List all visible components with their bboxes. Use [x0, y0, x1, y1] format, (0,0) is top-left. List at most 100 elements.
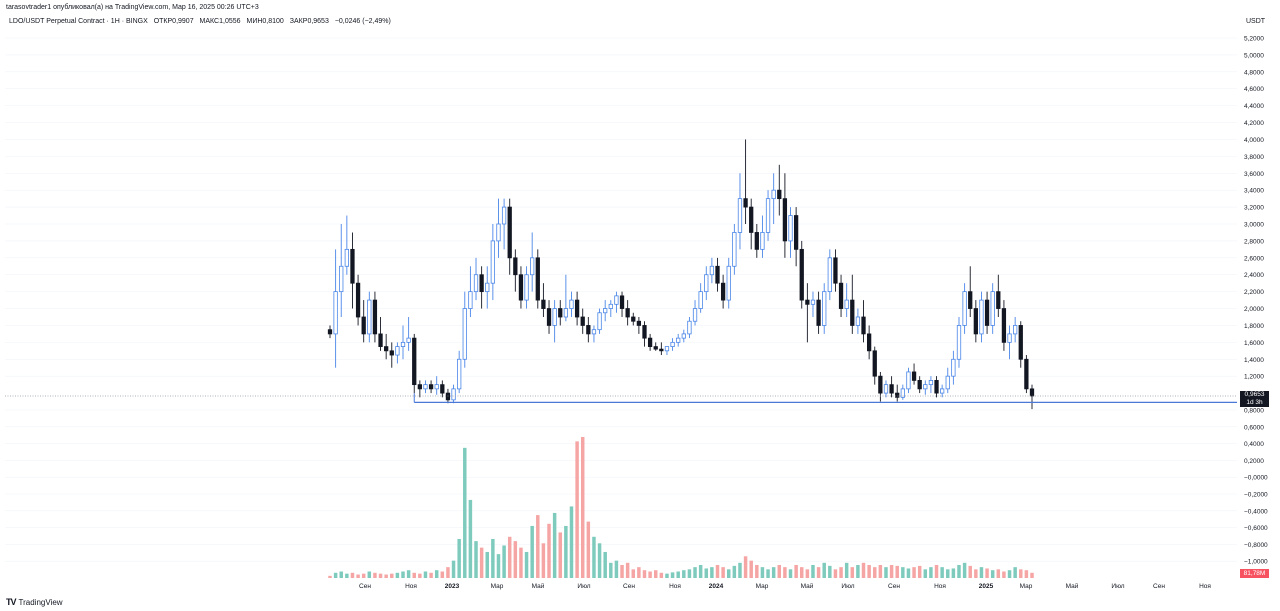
candle-body: [603, 308, 608, 314]
volume-bar: [345, 573, 349, 578]
time-tick-label: 2024: [709, 583, 724, 590]
volume-bar: [749, 560, 753, 578]
volume-bar: [356, 574, 360, 578]
candle-body: [350, 248, 355, 284]
time-tick-label: Июл: [841, 583, 854, 590]
volume-bar: [698, 564, 703, 578]
candle-body: [462, 308, 467, 360]
price-tick-label: 4,4000: [1244, 103, 1264, 110]
volume-bar: [446, 567, 450, 578]
volume-bar: [412, 572, 416, 578]
candle-body: [423, 384, 428, 390]
last-price-value: 0,9653: [1244, 391, 1265, 398]
volume-bar: [653, 570, 658, 578]
candle-body: [872, 350, 877, 377]
candle-body: [496, 223, 501, 242]
volume-bar: [418, 573, 422, 578]
price-tick-label: −0,6000: [1244, 525, 1268, 532]
candle-body: [687, 320, 692, 335]
volume-bar: [1013, 567, 1017, 578]
volume-bar: [777, 564, 782, 578]
volume-bar: [979, 567, 984, 578]
time-tick-label: 2023: [445, 583, 460, 590]
volume-bar: [580, 437, 585, 578]
candle-body: [765, 198, 771, 233]
candle-body: [384, 346, 389, 352]
currency-label[interactable]: USDT: [1246, 18, 1266, 25]
open-value: 0,9907: [172, 18, 194, 25]
time-tick-label: Июл: [577, 583, 590, 590]
candle-body: [400, 341, 406, 347]
time-tick-label: Ноя: [1199, 583, 1211, 590]
volume-bar: [771, 567, 776, 578]
volume-bar: [609, 562, 613, 578]
time-tick-label: Ноя: [669, 583, 681, 590]
volume-bar: [378, 573, 383, 578]
volume-bar: [592, 536, 596, 578]
volume-bar: [339, 571, 343, 578]
candle-body: [754, 232, 759, 250]
price-tick-label: −1,0000: [1244, 559, 1268, 566]
candle-body: [737, 198, 743, 233]
candle-body: [720, 282, 726, 301]
volume-bar: [906, 568, 911, 578]
price-axis[interactable]: 5,2000 5,0000 4,8000 4,6000 4,4000 4,2000 4,00…: [1244, 36, 1268, 566]
candle-body: [395, 346, 400, 356]
price-tick-label: 4,8000: [1244, 69, 1264, 76]
candle-body: [878, 375, 883, 394]
price-tick-label: 4,2000: [1244, 120, 1264, 127]
symbol-legend[interactable]: LDO/USDT Perpetual Contract · 1Н · BINGX…: [9, 18, 391, 25]
candle-body: [996, 291, 1001, 309]
candle-body: [631, 316, 636, 322]
grid-lines: [5, 37, 1237, 562]
candle-body: [681, 333, 686, 339]
price-tick-label: 1,4000: [1244, 357, 1264, 364]
price-tick-label: 4,0000: [1244, 137, 1264, 144]
volume-bar: [726, 569, 731, 578]
candle-body: [1024, 358, 1029, 390]
volume-bar: [940, 567, 944, 578]
candle-body: [524, 274, 529, 301]
candle-body: [984, 299, 990, 326]
volume-bar: [659, 572, 664, 578]
low-label: МИН: [246, 18, 263, 25]
candle-body: [597, 312, 602, 331]
high-label: МАКС: [199, 18, 220, 25]
candle-body: [782, 198, 788, 242]
candle-body: [670, 341, 675, 347]
candle-body: [1007, 333, 1012, 343]
candle-body: [445, 392, 451, 401]
candle-body: [732, 232, 737, 267]
volume-bar: [670, 572, 675, 578]
price-tick-label: 0,4000: [1244, 441, 1264, 448]
candle-body: [709, 265, 715, 276]
volume-bar: [440, 571, 445, 578]
candle-body: [810, 299, 816, 305]
volume-bar: [502, 545, 506, 578]
candle-body: [838, 282, 844, 309]
candle-body: [530, 257, 535, 276]
candle-body: [771, 189, 776, 200]
high-value: 1,0556: [219, 18, 241, 25]
tradingview-brand[interactable]: TV TradingView: [6, 597, 63, 607]
candle-body: [968, 291, 973, 309]
candle-body: [535, 257, 540, 301]
volume-bar: [620, 564, 624, 578]
time-axis[interactable]: Сен Ноя 2023 Мар Май Июл Сен Ноя 2024 Мар Май Июл Се…: [359, 582, 1211, 590]
candle-body: [440, 384, 445, 394]
candle-body: [608, 303, 613, 309]
volume-bar: [766, 569, 770, 578]
candle-body: [1013, 325, 1018, 335]
candlesticks: [327, 139, 1035, 410]
time-tick-label: Сен: [1153, 583, 1165, 590]
price-tick-label: 4,6000: [1244, 86, 1264, 93]
volume-bar: [743, 556, 748, 578]
volume-bar: [1007, 570, 1012, 578]
volume-bar: [350, 572, 355, 578]
candle-body: [518, 274, 524, 301]
volume-bar: [524, 551, 529, 578]
volume-bar: [1024, 570, 1029, 578]
volume-bar: [844, 562, 849, 578]
volume-bar: [760, 567, 765, 578]
